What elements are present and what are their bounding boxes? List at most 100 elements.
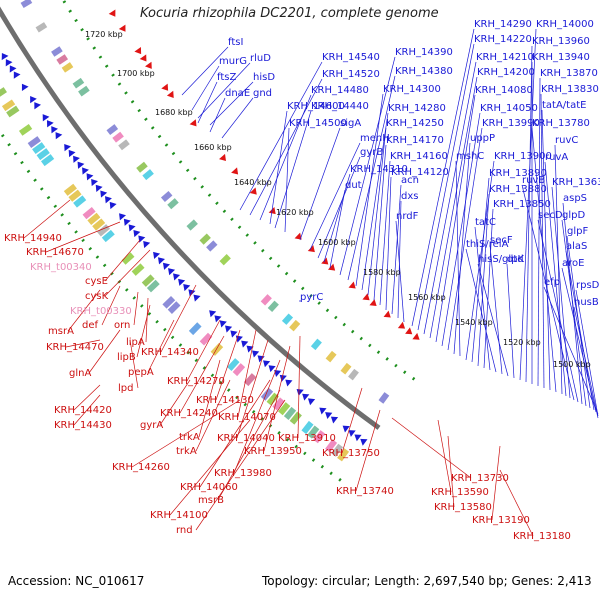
forward-label-leader (385, 176, 392, 311)
forward-gene-arrow (64, 143, 71, 152)
forward-label-leader (379, 160, 391, 306)
forward-label-leader (259, 94, 312, 221)
forward-gene-arrow (1, 52, 9, 61)
reverse-gene-label: lipB (117, 352, 136, 363)
cog-color-block (72, 77, 85, 89)
forward-label-leader (361, 112, 389, 291)
reverse-label-leader (65, 339, 101, 348)
reverse-gene-label: KRH_14060 (180, 482, 238, 493)
cog-color-block (266, 392, 279, 406)
cog-color-block (325, 439, 338, 453)
cog-color-block (307, 425, 320, 439)
reverse-gene-label: def (82, 320, 99, 331)
reverse-label-leader (73, 394, 101, 426)
forward-gene-label: hisS/glpK (478, 254, 525, 265)
reverse-label-leader (233, 359, 281, 474)
forward-gene-label: ruvC (555, 135, 578, 146)
forward-label-leader (537, 77, 541, 387)
forward-gene-label: ruvA (545, 152, 568, 163)
forward-gene-arrow (173, 273, 181, 281)
forward-gene-label: mshC (456, 151, 484, 162)
forward-label-leader (521, 184, 575, 401)
cog-color-block (281, 313, 294, 325)
reverse-gene-label: pepA (128, 367, 154, 378)
forward-gene-arrow (95, 184, 103, 192)
cog-color-block (289, 411, 302, 425)
forward-gene-label: KRH_14600 (287, 101, 345, 112)
cog-color-block (82, 206, 96, 220)
reverse-label-leader (437, 419, 452, 493)
reverse-gene-arrow (405, 327, 413, 335)
reverse-gene-label: KRH_14420 (54, 405, 112, 416)
cog-color-block (6, 105, 20, 118)
forward-gene-label: secD (538, 210, 563, 221)
cog-color-block (68, 189, 82, 202)
forward-gene-arrow (133, 229, 141, 238)
reverse-gene-label: KRH_13750 (322, 448, 380, 459)
forward-gene-label: KRH_14380 (395, 66, 453, 77)
reverse-label-leader (236, 339, 269, 439)
cog-color-block (219, 254, 231, 266)
forward-label-leader (197, 62, 251, 119)
reverse-gene-label: orn (114, 320, 130, 331)
forward-gene-label: KRH_13870 (540, 68, 598, 79)
forward-gene-arrow (143, 240, 151, 249)
scale-tick-label: 1520 kbp (503, 338, 541, 347)
cog-color-block (73, 195, 87, 208)
forward-gene-arrow (246, 345, 254, 353)
reverse-label-leader (159, 379, 191, 426)
scale-tick-label: 1700 kbp (117, 69, 155, 78)
reverse-label-leader (297, 335, 301, 439)
forward-gene-label: KRH_13890 (489, 168, 547, 179)
reverse-gene-label: KRH_13190 (472, 515, 530, 526)
forward-gene-arrow (348, 430, 356, 437)
cog-color-block (210, 342, 224, 356)
forward-gene-arrow (219, 320, 227, 328)
forward-gene-arrow (13, 71, 21, 79)
forward-gene-label: KRH_14160 (390, 151, 448, 162)
forward-label-leader (395, 220, 405, 323)
forward-label-leader (561, 267, 597, 413)
reverse-gene-label: lpd (118, 383, 133, 394)
forward-gene-label: KRH_13880 (489, 184, 547, 195)
reverse-label-leader (23, 199, 71, 239)
forward-gene-label: dxs (401, 191, 418, 202)
reverse-gene-label: KRH_14940 (4, 233, 62, 244)
forward-label-leader (423, 61, 477, 335)
forward-label-leader (367, 127, 387, 296)
forward-gene-label: KRH_14540 (322, 52, 380, 63)
forward-label-leader (417, 43, 475, 331)
scale-tick-label: 1620 kbp (276, 208, 314, 217)
forward-label-leader (483, 208, 494, 369)
reverse-gene-label: trkA (179, 432, 200, 443)
cog-color-block (121, 252, 135, 265)
reverse-gene-arrow (307, 245, 315, 253)
forward-label-leader (506, 263, 515, 379)
cog-color-block (186, 219, 198, 231)
forward-gene-label: glpD (562, 210, 585, 221)
forward-label-leader (197, 81, 218, 124)
cog-color-block (32, 142, 46, 155)
reverse-gene-arrow (369, 299, 377, 307)
reverse-gene-label: KRH_14070 (218, 412, 276, 423)
cog-color-block (106, 124, 119, 136)
reverse-gene-label: KRH_14340 (141, 347, 199, 358)
scale-tick-label: 1580 kbp (363, 268, 401, 277)
forward-label-leader (191, 65, 220, 111)
cog-color-block (199, 233, 211, 245)
forward-gene-label: rluD (250, 53, 271, 64)
forward-gene-arrow (55, 132, 63, 140)
forward-gene-label: KRH_14520 (322, 69, 380, 80)
forward-gene-arrow (138, 235, 146, 243)
forward-gene-arrow (46, 120, 54, 128)
forward-gene-label: KRH_13900 (494, 151, 552, 162)
forward-gene-label: alaS (566, 241, 587, 252)
cog-color-block (18, 123, 33, 136)
reverse-gene-label: KRH_14670 (26, 247, 84, 258)
forward-gene-label: KRH_14170 (386, 135, 444, 146)
cog-color-block (348, 368, 359, 381)
reverse-gene-label: gyrA (140, 420, 163, 431)
cog-color-block (142, 169, 154, 181)
forward-gene-arrow (183, 284, 191, 292)
reverse-label-leader (499, 469, 534, 537)
